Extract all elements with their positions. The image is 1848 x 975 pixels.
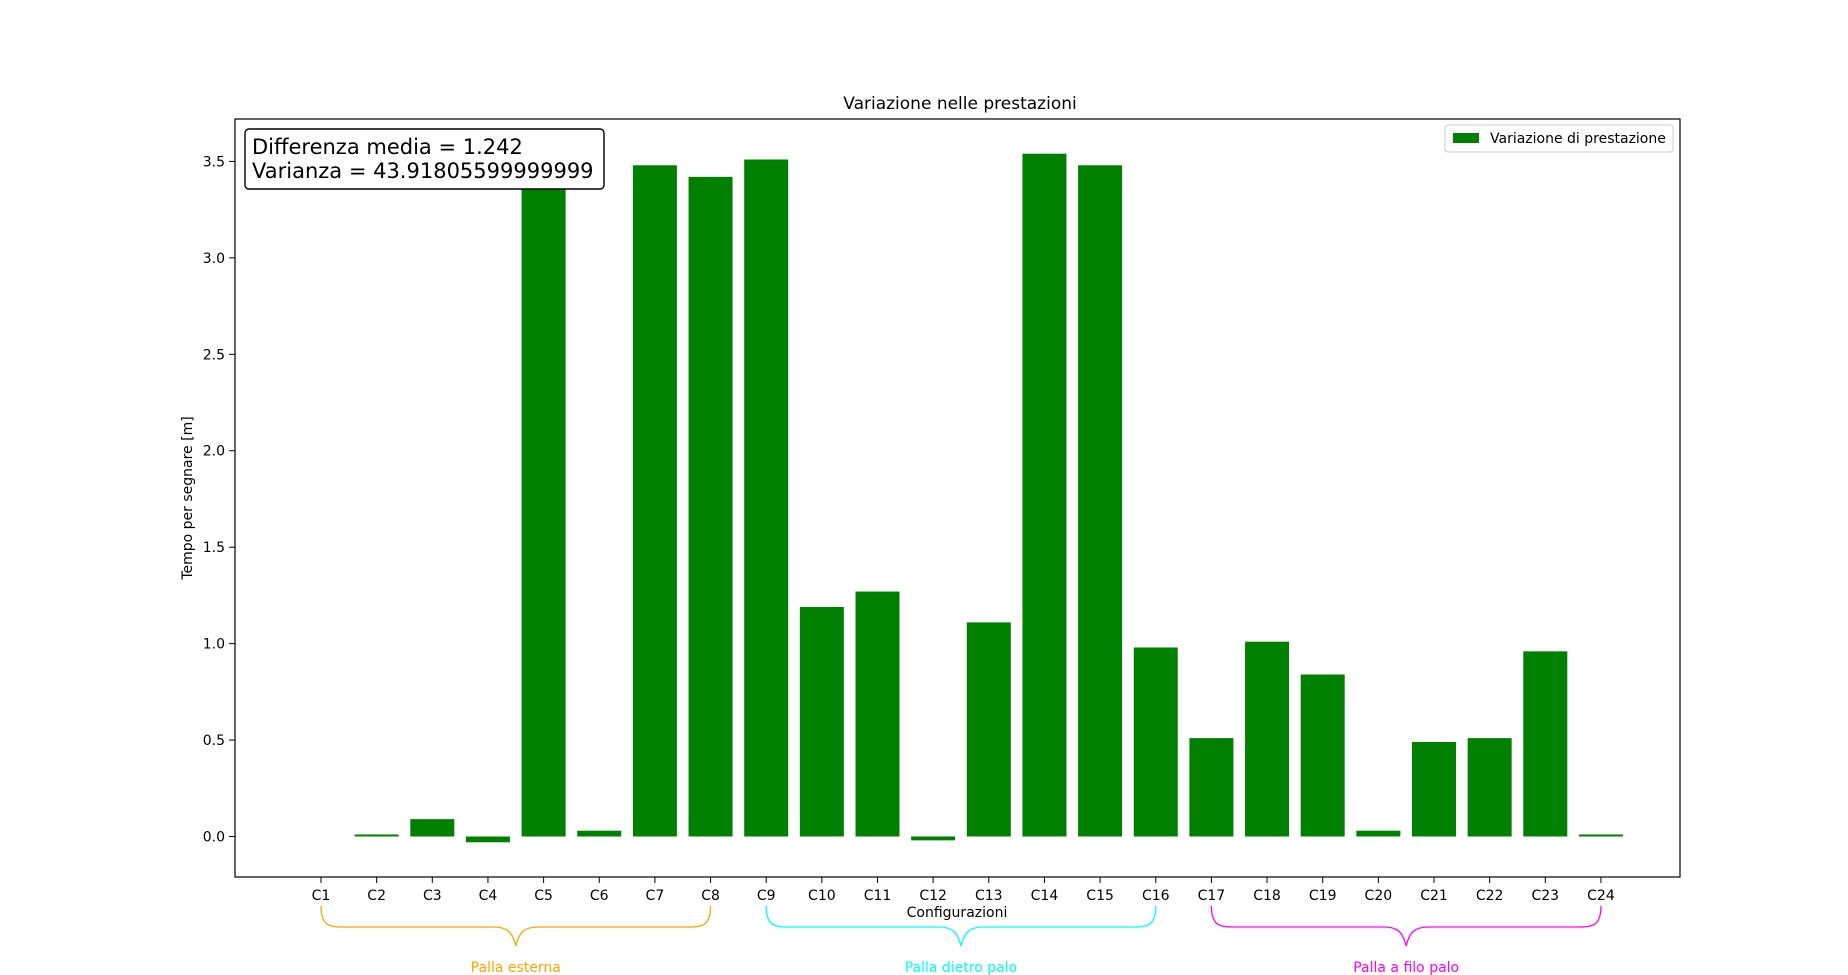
x-tick-label-c8: C8 [701,888,720,904]
bar-c15 [1078,165,1123,837]
legend-swatch [1453,133,1479,143]
x-tick-label-c7: C7 [646,888,665,904]
annotation-variance: Varianza = 43.91805599999999 [252,159,594,183]
legend-label: Variazione di prestazione [1490,131,1666,147]
x-tick-label-c15: C15 [1086,888,1114,904]
y-tick-label: 0.0 [203,829,225,845]
legend-frame [1444,124,1674,153]
bar-c5 [521,174,566,837]
y-axis: 0.0 0.5 1.0 1.5 2.0 2.5 3.0 3.5 [203,154,235,845]
bar-c14 [1022,153,1067,837]
x-tick-label-c21: C21 [1420,888,1448,904]
annotation-box: Differenza media = 1.242 Varianza = 43.9… [244,128,605,190]
bar-c7 [632,165,677,837]
bar-c2 [354,834,399,837]
bar-c23 [1523,651,1568,837]
brace-palla-dietro-palo [765,905,1157,947]
y-tick-label: 3.0 [203,251,225,267]
x-tick-label-c11: C11 [864,888,892,904]
brace-palla-a-filo-palo [1210,905,1602,947]
chart-title: Variazione nelle prestazioni [843,94,1076,114]
x-tick-label-c13: C13 [975,888,1003,904]
x-tick-label-c4: C4 [479,888,498,904]
x-tick-label-c18: C18 [1253,888,1281,904]
bar-c24 [1578,834,1623,837]
y-tick-label: 0.5 [203,733,225,749]
bar-c9 [744,159,789,837]
x-tick-label-c22: C22 [1476,888,1504,904]
y-tick-label: 2.5 [203,347,225,363]
x-tick-label-c2: C2 [367,888,386,904]
bar-c13 [966,622,1011,837]
plot-frame [234,118,1681,878]
x-axis: C1 C2 C3 C4 C5 C6 C7 C8 C9 C10 C11 C12 C13 C14 C15 C16 C… [312,877,1615,904]
x-axis-label: Configurazioni [907,905,1008,921]
x-tick-label-c9: C9 [757,888,776,904]
bar-c19 [1300,674,1345,837]
brace-palla-esterna [320,905,712,947]
x-tick-label-c23: C23 [1532,888,1560,904]
y-axis-label: Tempo per segnare [m] [180,416,196,580]
annotation-frame [244,128,605,190]
legend: Variazione di prestazione [1444,124,1674,153]
bar-c21 [1412,741,1456,837]
x-tick-label-c10: C10 [808,888,836,904]
bar-c3 [410,819,455,837]
x-tick-label-c1: C1 [312,888,331,904]
x-tick-label-c17: C17 [1198,888,1226,904]
x-tick-label-c20: C20 [1365,888,1393,904]
x-tick-label-c14: C14 [1031,888,1059,904]
x-tick-label-c5: C5 [534,888,553,904]
bar-c4 [465,836,510,843]
bar-c6 [577,830,622,837]
bar-c10 [799,606,844,837]
bar-c18 [1245,641,1290,837]
group-label-palla-dietro-palo: Palla dietro palo [905,960,1017,975]
y-tick-label: 3.5 [203,154,225,170]
x-tick-label-c12: C12 [919,888,947,904]
bar-c22 [1467,738,1512,837]
y-tick-label: 1.0 [203,637,225,653]
annotation-mean: Differenza media = 1.242 [252,135,523,159]
x-tick-label-c19: C19 [1309,888,1337,904]
bar-c11 [855,591,900,837]
bar-c17 [1189,738,1234,837]
x-tick-label-c16: C16 [1142,888,1170,904]
bar-c8 [688,176,733,837]
bars-layer [354,153,1623,843]
group-label-palla-a-filo-palo: Palla a filo palo [1353,960,1459,975]
y-tick-label: 1.5 [203,540,225,556]
group-braces: Palla esterna Palla dietro palo Palla a fi… [320,905,1602,975]
bar-c20 [1356,830,1401,837]
x-tick-label-c6: C6 [590,888,609,904]
bar-c12 [911,836,956,841]
x-tick-label-c24: C24 [1587,888,1615,904]
y-tick-label: 2.0 [203,444,225,460]
group-label-palla-esterna: Palla esterna [471,960,561,975]
bar-c16 [1133,647,1178,837]
x-tick-label-c3: C3 [423,888,442,904]
